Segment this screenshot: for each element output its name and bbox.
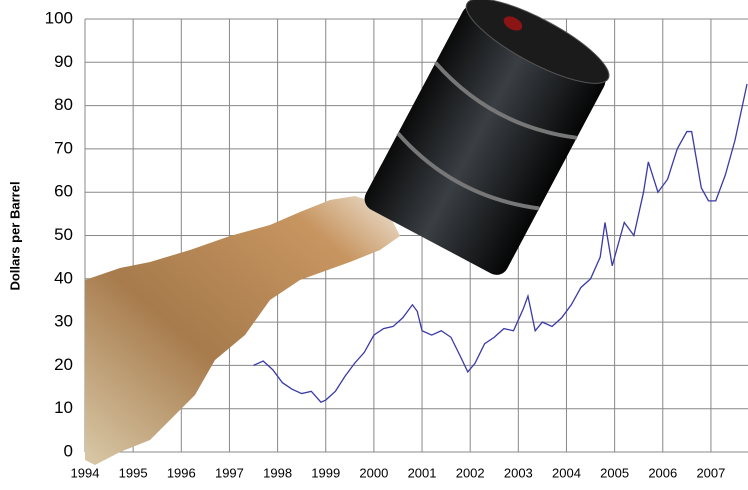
x-tick-label: 2004 bbox=[552, 465, 581, 480]
x-tick-label: 2005 bbox=[600, 465, 629, 480]
x-tick-label: 1995 bbox=[119, 465, 148, 480]
x-tick-label: 1999 bbox=[311, 465, 340, 480]
y-tick-label: 0 bbox=[64, 441, 73, 460]
y-tick-label: 40 bbox=[54, 268, 73, 287]
y-axis-label: Dollars per Barrel bbox=[7, 181, 22, 290]
y-tick-label: 20 bbox=[54, 355, 73, 374]
barrel bbox=[364, 0, 610, 275]
x-tick-label: 2003 bbox=[504, 465, 533, 480]
decoration bbox=[85, 0, 610, 465]
y-tick-label: 70 bbox=[54, 138, 73, 157]
x-tick-label: 1997 bbox=[215, 465, 244, 480]
y-tick-label: 10 bbox=[54, 398, 73, 417]
x-tick-label: 2006 bbox=[648, 465, 677, 480]
y-tick-label: 60 bbox=[54, 182, 73, 201]
y-tick-label: 100 bbox=[45, 8, 73, 27]
y-tick-label: 30 bbox=[54, 312, 73, 331]
x-tick-label: 2007 bbox=[696, 465, 725, 480]
price-line bbox=[253, 83, 748, 403]
x-tick-label: 1994 bbox=[71, 465, 100, 480]
x-tick-label: 1996 bbox=[167, 465, 196, 480]
x-tick-label: 2001 bbox=[408, 465, 437, 480]
x-tick-label: 2002 bbox=[456, 465, 485, 480]
y-tick-label: 80 bbox=[54, 95, 73, 114]
x-tick-label: 1998 bbox=[263, 465, 292, 480]
y-tick-label: 50 bbox=[54, 225, 73, 244]
y-tick-label: 90 bbox=[54, 52, 73, 71]
smoke bbox=[85, 196, 400, 465]
x-tick-label: 2000 bbox=[359, 465, 388, 480]
